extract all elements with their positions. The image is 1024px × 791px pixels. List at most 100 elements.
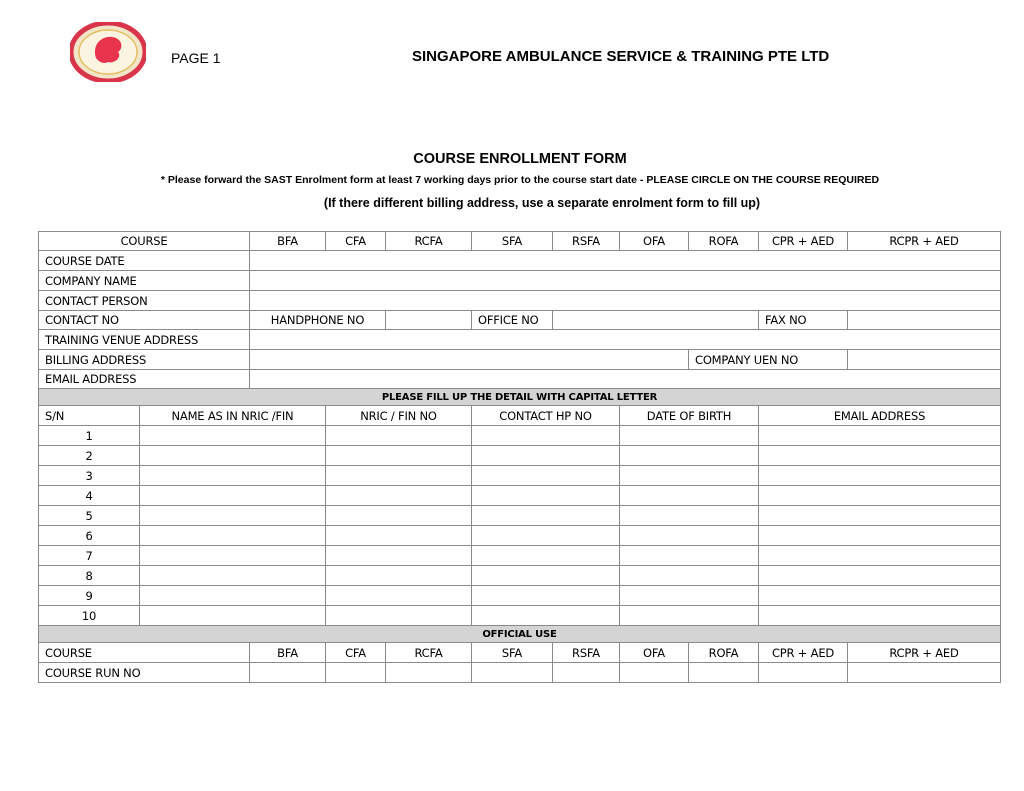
participant-cell[interactable]: [619, 525, 759, 546]
course-option[interactable]: BFA: [249, 231, 326, 251]
participant-cell[interactable]: [139, 445, 326, 466]
email-address-field[interactable]: [249, 369, 1001, 389]
course-option[interactable]: OFA: [619, 231, 689, 251]
office-no-field[interactable]: [552, 310, 759, 330]
participant-cell[interactable]: [619, 425, 759, 446]
participant-cell[interactable]: [758, 605, 1001, 626]
office-no-label: OFFICE NO: [471, 310, 553, 330]
official-course-option[interactable]: CFA: [325, 642, 386, 663]
participant-cell[interactable]: [139, 485, 326, 506]
participant-cell[interactable]: [325, 545, 472, 566]
participant-cell[interactable]: [471, 605, 620, 626]
participant-column-header: CONTACT HP NO: [471, 405, 620, 426]
participant-cell[interactable]: [471, 505, 620, 526]
participant-cell[interactable]: [471, 585, 620, 606]
course-run-no-cell[interactable]: [385, 662, 472, 683]
participant-cell[interactable]: [758, 525, 1001, 546]
participant-cell[interactable]: [619, 505, 759, 526]
course-run-no-cell[interactable]: [688, 662, 759, 683]
training-venue-label: TRAINING VENUE ADDRESS: [38, 329, 250, 350]
participant-cell[interactable]: [325, 425, 472, 446]
official-course-option[interactable]: OFA: [619, 642, 689, 663]
participant-cell[interactable]: [325, 485, 472, 506]
course-run-no-cell[interactable]: [249, 662, 326, 683]
participant-cell[interactable]: [471, 445, 620, 466]
participant-cell[interactable]: [325, 445, 472, 466]
page-number: PAGE 1: [171, 50, 221, 66]
company-uen-label: COMPANY UEN NO: [688, 349, 848, 370]
course-option[interactable]: ROFA: [688, 231, 759, 251]
participant-cell[interactable]: [471, 465, 620, 486]
billing-address-field[interactable]: [249, 349, 689, 370]
official-course-option[interactable]: CPR + AED: [758, 642, 848, 663]
course-run-no-cell[interactable]: [552, 662, 620, 683]
participant-cell[interactable]: [619, 565, 759, 586]
participant-cell[interactable]: [758, 465, 1001, 486]
participant-cell[interactable]: [619, 605, 759, 626]
participant-sn: 6: [38, 525, 140, 546]
participant-cell[interactable]: [471, 565, 620, 586]
participant-cell[interactable]: [139, 525, 326, 546]
course-option[interactable]: CFA: [325, 231, 386, 251]
participant-cell[interactable]: [139, 425, 326, 446]
course-run-no-cell[interactable]: [619, 662, 689, 683]
official-course-option[interactable]: RSFA: [552, 642, 620, 663]
participant-cell[interactable]: [325, 565, 472, 586]
participant-cell[interactable]: [619, 465, 759, 486]
participant-cell[interactable]: [325, 605, 472, 626]
course-option[interactable]: SFA: [471, 231, 553, 251]
participant-cell[interactable]: [471, 545, 620, 566]
participant-cell[interactable]: [758, 445, 1001, 466]
participant-cell[interactable]: [758, 565, 1001, 586]
course-option[interactable]: RCFA: [385, 231, 472, 251]
participant-cell[interactable]: [619, 585, 759, 606]
participant-cell[interactable]: [139, 545, 326, 566]
official-course-option[interactable]: ROFA: [688, 642, 759, 663]
billing-note: (If there different billing address, use…: [323, 196, 761, 210]
course-run-no-cell[interactable]: [325, 662, 386, 683]
participant-column-header: DATE OF BIRTH: [619, 405, 759, 426]
participant-cell[interactable]: [471, 425, 620, 446]
course-option[interactable]: RSFA: [552, 231, 620, 251]
course-run-no-cell[interactable]: [847, 662, 1001, 683]
participant-cell[interactable]: [325, 525, 472, 546]
course-run-no-cell[interactable]: [471, 662, 553, 683]
official-course-option[interactable]: RCFA: [385, 642, 472, 663]
participant-cell[interactable]: [139, 585, 326, 606]
course-date-field[interactable]: [249, 250, 1001, 271]
participant-cell[interactable]: [139, 565, 326, 586]
handphone-no-field[interactable]: [385, 310, 472, 330]
official-course-option[interactable]: SFA: [471, 642, 553, 663]
participant-cell[interactable]: [325, 505, 472, 526]
participant-cell[interactable]: [619, 545, 759, 566]
course-run-no-cell[interactable]: [758, 662, 848, 683]
participant-cell[interactable]: [758, 505, 1001, 526]
participant-cell[interactable]: [139, 505, 326, 526]
training-venue-field[interactable]: [249, 329, 1001, 350]
participant-cell[interactable]: [325, 465, 472, 486]
official-course-option[interactable]: BFA: [249, 642, 326, 663]
fax-no-field[interactable]: [847, 310, 1001, 330]
company-name-label: COMPANY NAME: [38, 270, 250, 291]
participant-cell[interactable]: [139, 605, 326, 626]
participant-cell[interactable]: [758, 485, 1001, 506]
company-uen-field[interactable]: [847, 349, 1001, 370]
participant-cell[interactable]: [471, 525, 620, 546]
course-option[interactable]: RCPR + AED: [847, 231, 1001, 251]
participant-cell[interactable]: [758, 585, 1001, 606]
course-option[interactable]: CPR + AED: [758, 231, 848, 251]
participant-cell[interactable]: [619, 445, 759, 466]
participant-cell[interactable]: [139, 465, 326, 486]
participant-sn: 8: [38, 565, 140, 586]
participant-cell[interactable]: [619, 485, 759, 506]
company-name-field[interactable]: [249, 270, 1001, 291]
official-course-option[interactable]: RCPR + AED: [847, 642, 1001, 663]
participant-cell[interactable]: [471, 485, 620, 506]
contact-person-field[interactable]: [249, 290, 1001, 311]
billing-address-label: BILLING ADDRESS: [38, 349, 250, 370]
participant-cell[interactable]: [758, 425, 1001, 446]
participant-cell[interactable]: [325, 585, 472, 606]
participant-column-header: NAME AS IN NRIC /FIN: [139, 405, 326, 426]
participant-cell[interactable]: [758, 545, 1001, 566]
